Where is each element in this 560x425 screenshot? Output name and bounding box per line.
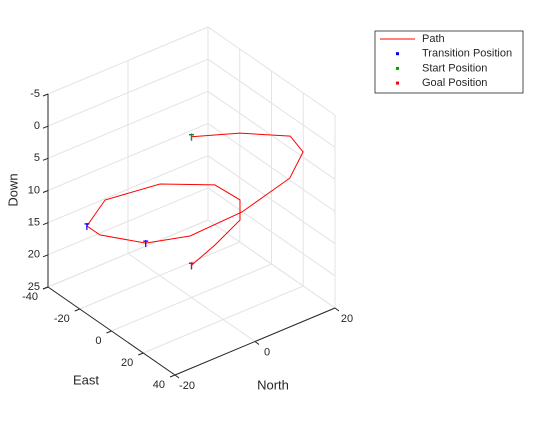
x-tick-label: 0 bbox=[264, 346, 270, 358]
y-tick-label: 40 bbox=[153, 379, 165, 391]
grid-line bbox=[207, 123, 336, 212]
legend-swatch bbox=[396, 66, 399, 70]
grid-line bbox=[47, 187, 209, 256]
legend-label: Transition Position bbox=[422, 48, 512, 60]
legend-swatch bbox=[396, 81, 399, 85]
tick-mark bbox=[42, 190, 49, 193]
grid-line bbox=[207, 155, 336, 245]
z-tick-label: 5 bbox=[34, 152, 40, 164]
tick-mark bbox=[106, 330, 112, 334]
tick-mark bbox=[254, 341, 260, 345]
x-axis-label: North bbox=[257, 377, 289, 392]
tick-mark bbox=[138, 352, 144, 356]
grid-line bbox=[207, 187, 336, 277]
z-axis-label: Down bbox=[5, 173, 20, 206]
path-line bbox=[86, 132, 304, 266]
grid-line bbox=[79, 241, 240, 310]
tick-mark bbox=[42, 254, 49, 258]
position-marker bbox=[189, 133, 194, 141]
grid-line bbox=[47, 155, 209, 224]
legend-label: Goal Position bbox=[422, 77, 487, 89]
tick-mark bbox=[174, 374, 180, 379]
z-tick-label: 15 bbox=[28, 217, 40, 229]
position-marker bbox=[189, 262, 194, 270]
y-tick-label: -20 bbox=[54, 313, 70, 325]
grid-line bbox=[47, 123, 209, 191]
grid-line bbox=[143, 285, 304, 354]
grid-line bbox=[111, 263, 272, 332]
grid-line bbox=[47, 90, 209, 159]
grid-line bbox=[47, 26, 209, 95]
grid-line bbox=[207, 58, 336, 148]
legend-box bbox=[374, 30, 524, 94]
z-tick-label: 0 bbox=[34, 120, 40, 132]
y-axis-label: East bbox=[73, 372, 99, 387]
z-tick-label: 25 bbox=[28, 281, 40, 293]
grid-line bbox=[207, 26, 336, 116]
z-tick-label: 20 bbox=[28, 249, 40, 261]
grid-line bbox=[207, 219, 336, 309]
z-tick-label: 10 bbox=[28, 184, 40, 196]
tick-mark bbox=[42, 125, 49, 129]
y-tick-label: -40 bbox=[22, 291, 38, 303]
tick-mark bbox=[42, 222, 49, 226]
legend-label: Start Position bbox=[422, 62, 487, 74]
tick-mark bbox=[334, 307, 340, 312]
grid-line bbox=[47, 58, 209, 127]
legend-swatch bbox=[396, 52, 399, 56]
grid-line bbox=[47, 219, 209, 288]
x-tick-label: 20 bbox=[341, 313, 353, 325]
tick-mark bbox=[74, 308, 80, 312]
position-marker bbox=[143, 240, 149, 248]
z-tick-label: -5 bbox=[30, 88, 40, 100]
tick-mark bbox=[42, 157, 49, 161]
tick-mark bbox=[42, 93, 49, 97]
y-tick-label: 0 bbox=[95, 335, 101, 347]
x-tick-label: -20 bbox=[179, 380, 195, 392]
y-tick-label: 20 bbox=[121, 357, 133, 369]
tick-mark bbox=[42, 286, 49, 290]
legend-label: Path bbox=[422, 33, 445, 45]
tick-mark bbox=[169, 374, 176, 378]
position-marker bbox=[84, 222, 90, 230]
